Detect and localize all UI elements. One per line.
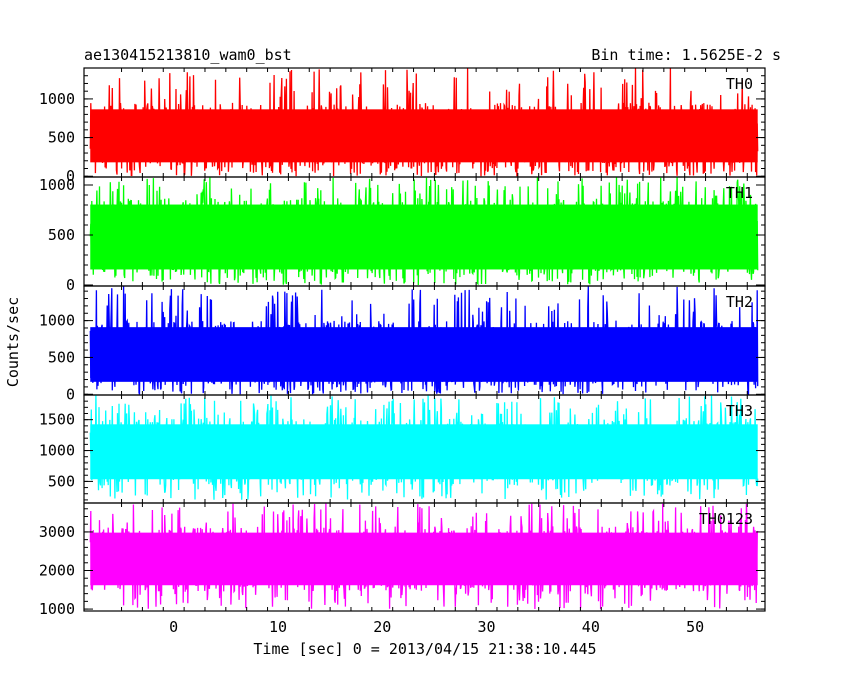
panel-label-th0: TH0 [726, 75, 753, 93]
y-tick-label: 1000 [39, 600, 75, 618]
chart-subtitle: Bin time: 1.5625E-2 s [591, 46, 781, 64]
x-axis-label: Time [sec] 0 = 2013/04/15 21:38:10.445 [253, 640, 596, 658]
series-band-th3 [90, 424, 758, 480]
panel-th0: 0 500 1000 TH0 [39, 67, 766, 185]
chart-title: ae130415213810_wam0_bst [84, 46, 292, 64]
x-tick-label: 20 [373, 618, 391, 636]
y-tick-label: 500 [48, 226, 75, 244]
x-tick-label: 30 [478, 618, 496, 636]
x-tick-label: 40 [582, 618, 600, 636]
y-tick-label: 2000 [39, 562, 75, 580]
y-tick-label: 1000 [39, 176, 75, 194]
series-band-th2 [90, 327, 758, 382]
panel-label-th2: TH2 [726, 293, 753, 311]
y-tick-label: 1000 [39, 90, 75, 108]
panel-label-th1: TH1 [726, 184, 753, 202]
y-tick-label: 1000 [39, 442, 75, 460]
y-tick-label: 0 [66, 167, 75, 185]
panel-th2: 0 500 1000 TH2 [39, 285, 766, 403]
y-tick-label: 500 [48, 348, 75, 366]
series-band-th0 [90, 109, 758, 163]
panel-label-th3: TH3 [726, 402, 753, 420]
y-tick-label: 500 [48, 129, 75, 147]
y-tick-label: 0 [66, 276, 75, 294]
panel-th1: 0 500 1000 TH1 [39, 176, 766, 294]
y-tick-label: 1000 [39, 312, 75, 330]
panel-th3: 500 1000 1500 TH3 [39, 394, 766, 504]
series-band-th1 [90, 204, 758, 270]
y-tick-label: 1500 [39, 411, 75, 429]
y-axis-label: Counts/sec [4, 297, 22, 387]
y-tick-label: 500 [48, 472, 75, 490]
y-tick-label: 0 [66, 385, 75, 403]
x-tick-label: 10 [269, 618, 287, 636]
x-tick-label: 0 [169, 618, 178, 636]
y-tick-label: 3000 [39, 523, 75, 541]
panel-label-th0123: TH0123 [699, 510, 753, 528]
series-band-th0123 [90, 532, 758, 586]
panel-frame [83, 502, 766, 612]
panel-th0123: 1000 2000 3000 TH0123 [39, 502, 766, 618]
x-tick-label: 50 [686, 618, 704, 636]
